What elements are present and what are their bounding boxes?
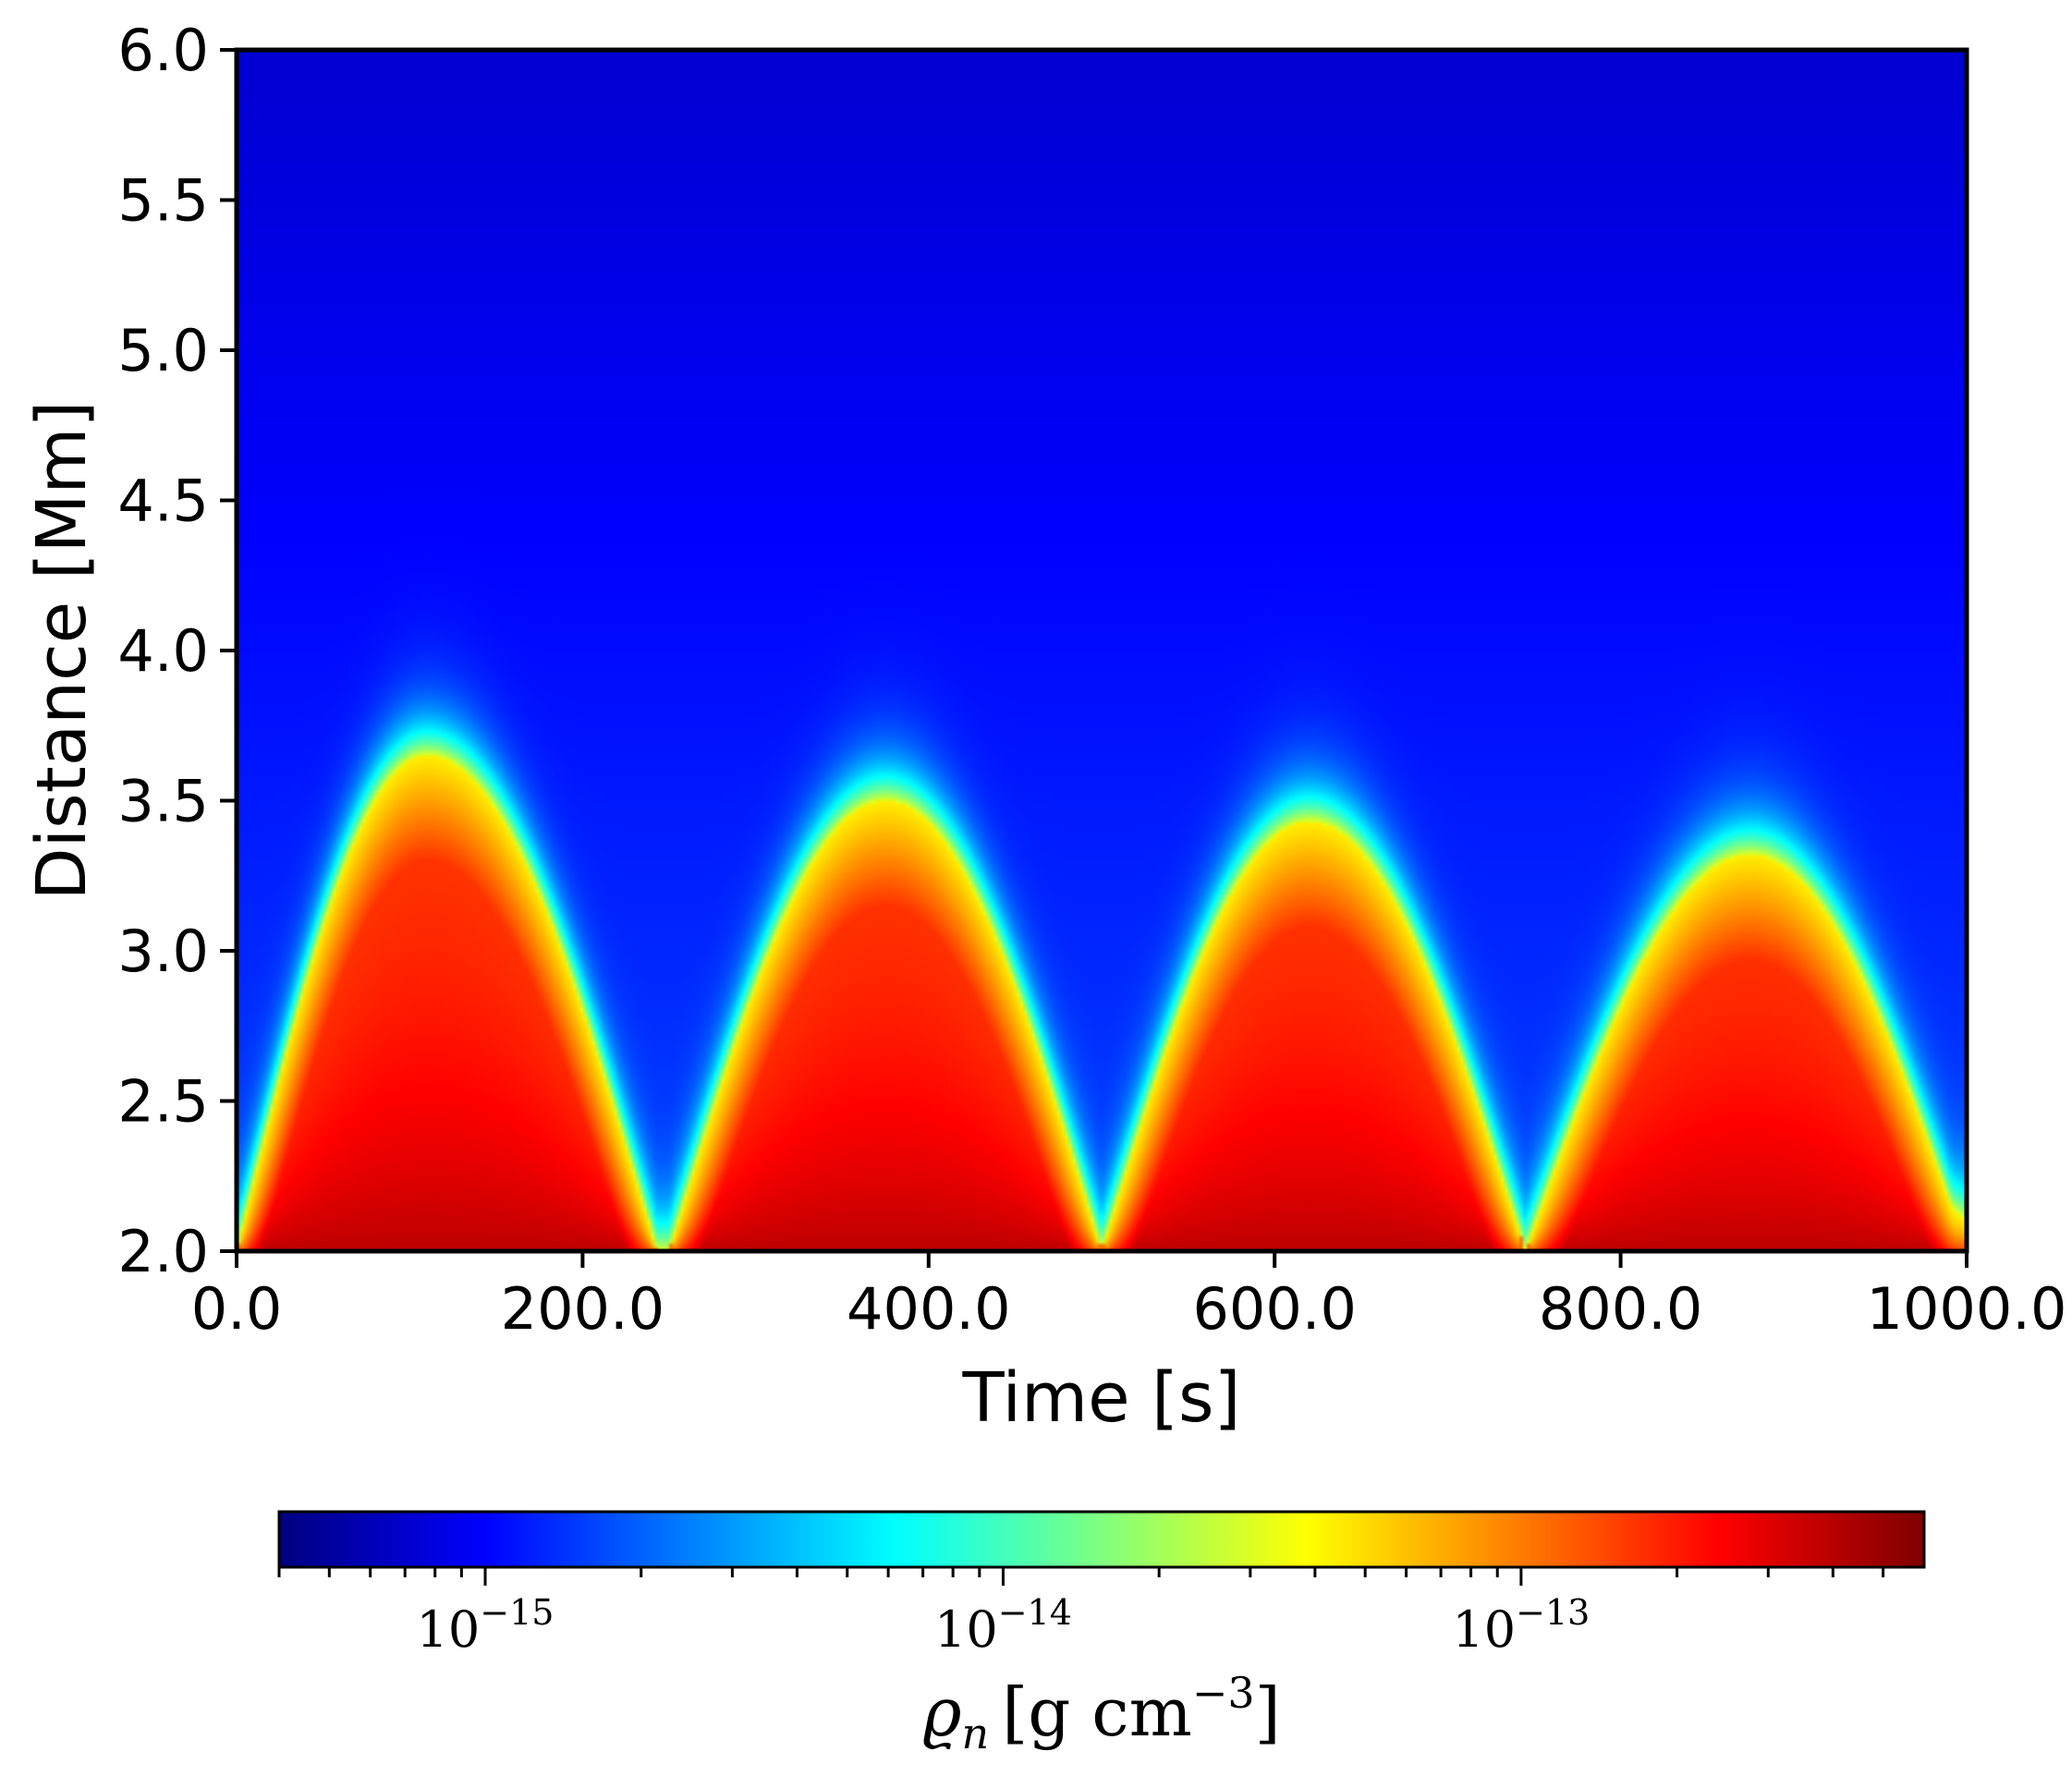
y-tick-label: 4.0 xyxy=(117,617,209,685)
colorbar-ticks: 10−15 10−14 10−13 xyxy=(277,1567,1885,1659)
x-axis-label: Time [s] xyxy=(962,1358,1241,1438)
x-tick-label: 1000.0 xyxy=(1867,1275,2067,1343)
y-tick-label: 2.5 xyxy=(117,1068,209,1136)
y-tick-label: 3.0 xyxy=(117,918,209,985)
x-axis: 0.0 200.0 400.0 600.0 800.0 1000.0 xyxy=(191,1251,2067,1343)
y-tick-label: 5.5 xyxy=(117,167,209,235)
colorbar-label-close: ] xyxy=(1255,1673,1281,1751)
colorbar-label-units: [g cm xyxy=(1002,1673,1192,1751)
y-axis-label: Distance [Mm] xyxy=(22,401,102,901)
x-tick-label: 800.0 xyxy=(1539,1275,1703,1343)
y-axis: 2.0 2.5 3.0 3.5 4.0 4.5 5.0 5.5 6.0 xyxy=(117,17,237,1285)
x-tick-label: 0.0 xyxy=(191,1275,283,1343)
y-tick-label: 6.0 xyxy=(117,17,209,84)
colorbar-tick-label: 10−13 xyxy=(1452,1592,1590,1659)
colorbar-label-subscript: n xyxy=(962,1709,990,1758)
colorbar-label-symbol: ϱ xyxy=(922,1673,961,1751)
y-tick-label: 2.0 xyxy=(117,1218,209,1285)
colorbar: 10−15 10−14 10−13 ϱn [g cm−3] xyxy=(277,1510,1926,1758)
colorbar-tick-label: 10−15 xyxy=(417,1592,555,1659)
heatmap-plot-area xyxy=(234,47,1969,1254)
y-tick-label: 3.5 xyxy=(117,768,209,835)
heatmap-image xyxy=(237,50,1967,1251)
colorbar-gradient xyxy=(277,1510,1926,1569)
colorbar-label-exponent: −3 xyxy=(1192,1668,1255,1718)
x-tick-label: 600.0 xyxy=(1192,1275,1357,1343)
colorbar-tick-label: 10−14 xyxy=(934,1592,1072,1659)
x-tick-label: 200.0 xyxy=(501,1275,665,1343)
x-tick-label: 400.0 xyxy=(847,1275,1011,1343)
colorbar-label: ϱn [g cm−3] xyxy=(922,1668,1281,1758)
y-tick-label: 4.5 xyxy=(117,468,209,535)
y-tick-label: 5.0 xyxy=(117,317,209,384)
